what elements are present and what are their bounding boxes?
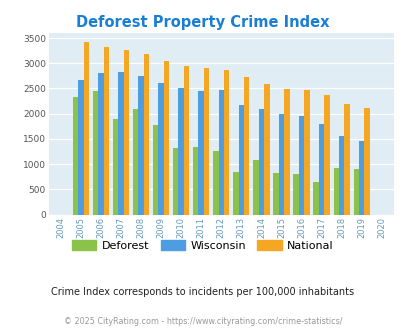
Legend: Deforest, Wisconsin, National: Deforest, Wisconsin, National (67, 235, 338, 255)
Bar (358, 141, 364, 214)
Bar (264, 84, 269, 214)
Bar (338, 136, 343, 214)
Bar (183, 66, 189, 214)
Bar (72, 97, 78, 214)
Bar (173, 148, 178, 214)
Bar (178, 88, 183, 214)
Bar (163, 61, 169, 214)
Text: © 2025 CityRating.com - https://www.cityrating.com/crime-statistics/: © 2025 CityRating.com - https://www.city… (64, 317, 341, 326)
Text: Crime Index corresponds to incidents per 100,000 inhabitants: Crime Index corresponds to incidents per… (51, 287, 354, 297)
Bar (83, 42, 89, 215)
Bar (113, 119, 118, 214)
Bar (153, 125, 158, 214)
Bar (224, 70, 229, 214)
Bar (138, 76, 143, 215)
Bar (303, 90, 309, 214)
Bar (238, 105, 243, 214)
Bar (98, 73, 103, 214)
Bar (293, 174, 298, 214)
Bar (313, 182, 318, 214)
Bar (253, 159, 258, 214)
Bar (124, 50, 129, 214)
Text: Deforest Property Crime Index: Deforest Property Crime Index (76, 15, 329, 30)
Bar (132, 109, 138, 214)
Bar (343, 104, 349, 214)
Bar (364, 108, 369, 214)
Bar (273, 173, 278, 214)
Bar (324, 95, 329, 214)
Bar (118, 72, 124, 215)
Bar (318, 124, 324, 214)
Bar (243, 77, 249, 214)
Bar (103, 47, 109, 214)
Bar (278, 114, 284, 214)
Bar (143, 54, 149, 214)
Bar (218, 90, 224, 214)
Bar (92, 91, 98, 214)
Bar (258, 109, 264, 214)
Bar (213, 151, 218, 214)
Bar (158, 83, 163, 214)
Bar (333, 168, 338, 215)
Bar (78, 80, 83, 214)
Bar (193, 148, 198, 214)
Bar (298, 116, 303, 214)
Bar (232, 172, 238, 215)
Bar (198, 91, 203, 214)
Bar (353, 169, 358, 214)
Bar (203, 68, 209, 215)
Bar (284, 89, 289, 214)
